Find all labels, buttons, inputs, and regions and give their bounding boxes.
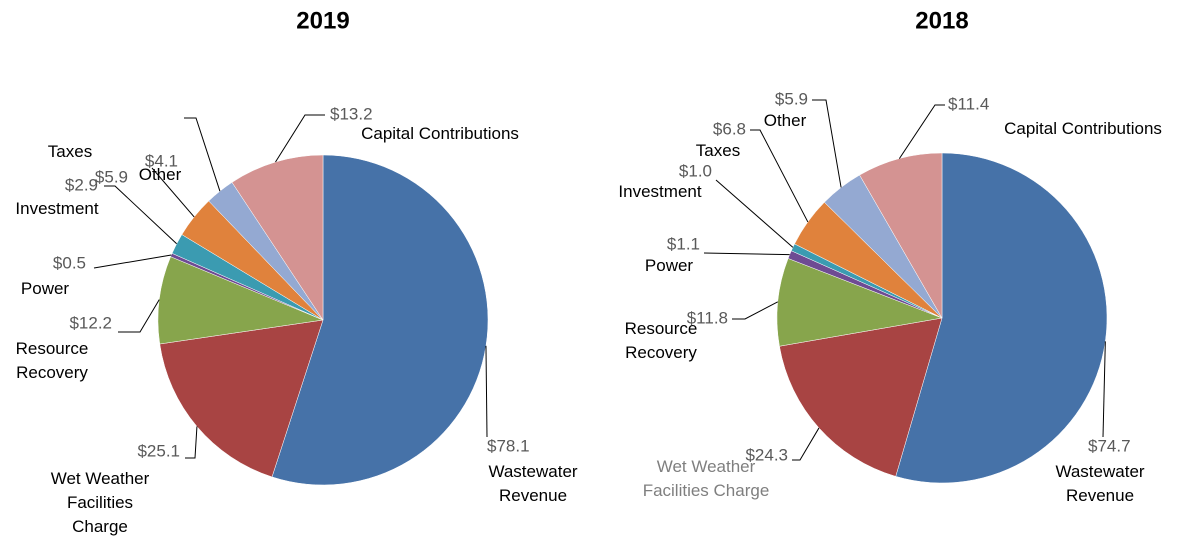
label-line: Charge (72, 517, 128, 536)
data-label: $11.4 (948, 94, 989, 113)
label-line: Revenue (499, 486, 567, 505)
category-label: Taxes (48, 142, 92, 161)
pie-slice (895, 152, 1108, 484)
data-label: $2.9 (65, 175, 98, 194)
category-label: Power (645, 256, 694, 275)
category-label: Other (139, 165, 182, 184)
category-label: Capital Contributions (361, 124, 519, 143)
pie-slice (779, 317, 943, 477)
category-label: Other (764, 111, 807, 130)
label-line: Wet Weather (657, 457, 756, 476)
category-label: Power (21, 279, 70, 298)
label-line: Recovery (16, 363, 88, 382)
leader-line (750, 129, 809, 223)
data-label: $12.2 (69, 313, 112, 332)
label-line: Taxes (696, 141, 740, 160)
leader-line (703, 252, 790, 256)
chart-title: 2019 (296, 7, 349, 34)
label-line: Facilities (67, 493, 133, 512)
pie-slice (159, 319, 324, 478)
category-label: Resource Recovery (16, 339, 89, 382)
pie-slice (157, 256, 324, 345)
data-label: $25.1 (137, 441, 180, 460)
pie-slice (859, 152, 943, 319)
label-line: Other (764, 111, 807, 130)
label-line: Revenue (1066, 486, 1134, 505)
chart-title: 2018 (915, 7, 968, 34)
category-label: Capital Contributions (1004, 119, 1162, 138)
leader-line (184, 117, 221, 192)
category-label: Investment (15, 199, 98, 218)
leader-line (104, 185, 177, 245)
label-line: Other (139, 165, 182, 184)
label-line: Wastewater (488, 462, 577, 481)
leader-line (732, 301, 779, 320)
leader-line (1102, 341, 1106, 438)
label-line: Resource (16, 339, 89, 358)
label-line: Power (21, 279, 70, 298)
leader-line (151, 167, 195, 218)
leader-line (275, 114, 325, 163)
category-label: Investment (618, 182, 701, 201)
leader-line (185, 426, 198, 459)
pie-slice (776, 258, 943, 347)
label-line: Facilities Charge (643, 481, 770, 500)
data-label: $5.9 (775, 89, 808, 108)
label-line: Investment (15, 199, 98, 218)
pie-slice (231, 154, 324, 321)
data-label: $78.1 (487, 436, 530, 455)
data-label: $1.1 (667, 234, 700, 253)
label-line: Power (645, 256, 694, 275)
leader-line (93, 254, 172, 269)
leader-line (792, 427, 820, 461)
data-label: $0.5 (53, 253, 86, 272)
leader-line (485, 345, 488, 438)
label-line: Taxes (48, 142, 92, 161)
data-label: $5.9 (95, 167, 128, 186)
label-line: Capital Contributions (1004, 119, 1162, 138)
data-label: $74.7 (1088, 436, 1131, 455)
category-label: Wet Weather Facilities Charge (643, 457, 770, 500)
label-line: Wastewater (1055, 462, 1144, 481)
data-label: $13.2 (330, 104, 373, 123)
label-line: Wet Weather (51, 469, 150, 488)
data-label: $1.0 (679, 161, 712, 180)
leader-line (812, 99, 842, 188)
category-label: Resource Recovery (625, 319, 698, 362)
category-label: Wastewater Revenue (1055, 462, 1144, 505)
category-label: Taxes (696, 141, 740, 160)
data-label: $24.3 (745, 445, 788, 464)
label-line: Resource (625, 319, 698, 338)
label-line: Capital Contributions (361, 124, 519, 143)
data-label: $11.8 (687, 308, 728, 327)
leader-line (898, 104, 945, 159)
category-label: Wet Weather Facilities Charge (51, 469, 150, 536)
category-label: Wastewater Revenue (488, 462, 577, 505)
label-line: Investment (618, 182, 701, 201)
data-label: $4.1 (145, 151, 178, 170)
data-label: $6.8 (713, 119, 746, 138)
label-line: Recovery (625, 343, 697, 362)
leader-line (715, 179, 794, 248)
leader-line (118, 299, 160, 333)
